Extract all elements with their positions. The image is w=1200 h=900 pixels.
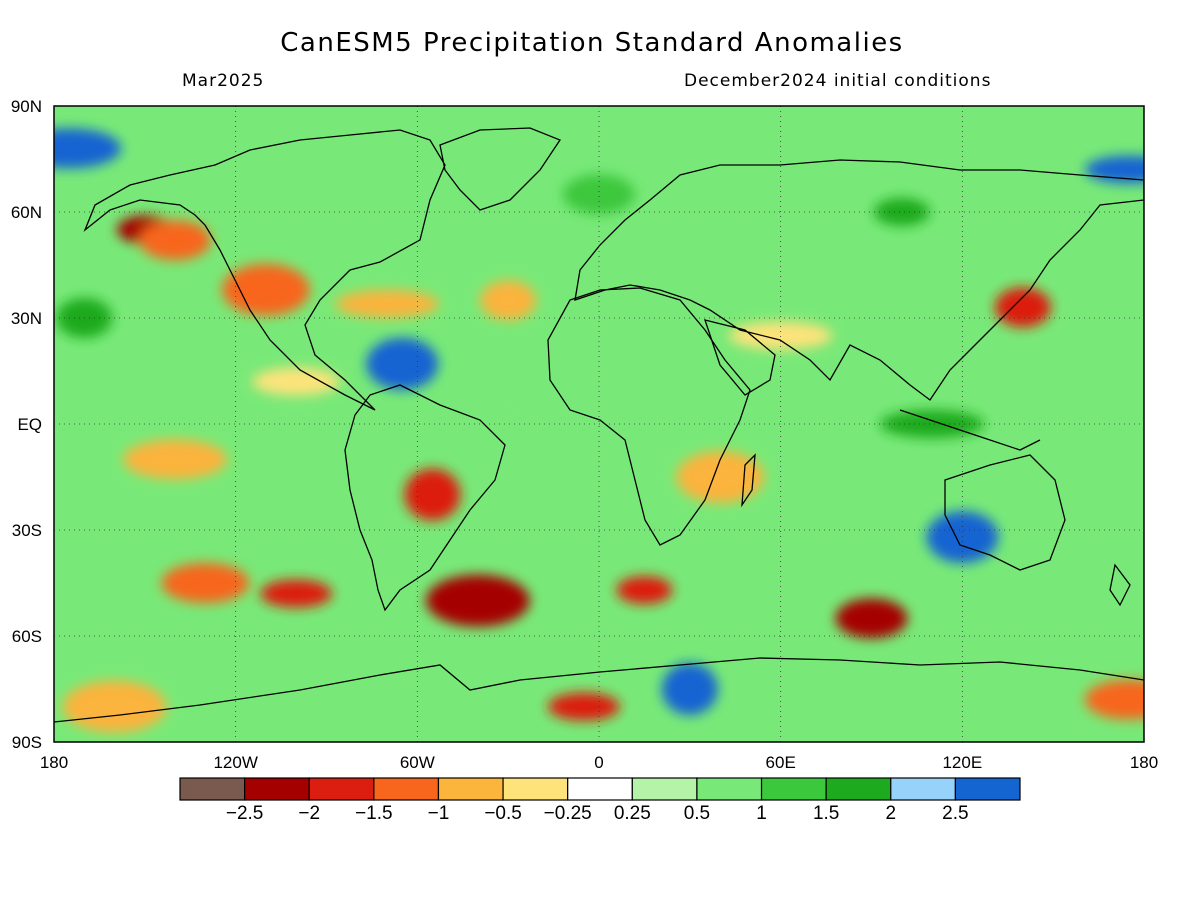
valid-month-label: Mar2025 [182, 71, 265, 91]
anomaly-region [661, 663, 718, 715]
anomaly-region [494, 380, 583, 433]
colorbar-swatch [631, 777, 698, 801]
anomaly-region [260, 579, 333, 608]
colorbar-label: −1 [428, 803, 450, 824]
colorbar-label: 0.25 [614, 803, 651, 824]
colorbar-label: −2.5 [226, 803, 264, 824]
colorbar-label: −2 [298, 803, 320, 824]
colorbar-swatch [567, 777, 633, 801]
longitude-label: 60E [766, 753, 796, 772]
colorbar-swatch [696, 777, 763, 801]
colorbar-label: −0.5 [484, 803, 522, 824]
longitude-label: 0 [594, 753, 603, 772]
colorbar-swatch [179, 777, 246, 801]
anomaly-region [139, 220, 212, 261]
colorbar [179, 777, 1021, 801]
colorbar-label: 1 [756, 803, 767, 824]
continent-outlines [54, 127, 1144, 723]
colorbar-swatch [502, 777, 569, 801]
colorbar-label: 1.5 [813, 803, 839, 824]
colorbar-label: 0.5 [684, 803, 710, 824]
colorbar-label: 2.5 [942, 803, 968, 824]
anomaly-region [616, 576, 673, 605]
init-conditions-label: December2024 initial conditions [684, 71, 992, 91]
anomaly-field [54, 128, 1144, 733]
colorbar-swatch [244, 777, 310, 801]
anomaly-region [54, 128, 122, 169]
anomaly-region [221, 263, 310, 316]
map-frame [53, 105, 1145, 743]
anomaly-region [366, 337, 439, 390]
colorbar-swatch [437, 777, 504, 801]
longitude-label: 120W [213, 753, 257, 772]
anomaly-region [676, 451, 765, 503]
colorbar-swatch [890, 777, 956, 801]
anomaly-region [547, 692, 620, 721]
anomaly-region [62, 680, 167, 733]
map-title: CanESM5 Precipitation Standard Anomalies [280, 28, 904, 58]
colorbar-label: −1.5 [355, 803, 393, 824]
anomaly-region [926, 511, 999, 564]
latitude-label: 90N [11, 97, 42, 116]
latitude-label: 30N [11, 309, 42, 328]
anomaly-region [252, 367, 341, 396]
latitude-label: EQ [17, 415, 42, 434]
anomaly-region [994, 287, 1051, 328]
latitude-label: 60N [11, 203, 42, 222]
graticule [54, 106, 1144, 742]
anomaly-region [404, 468, 461, 521]
colorbar-swatch [308, 777, 375, 801]
anomaly-region [161, 563, 250, 603]
anomaly-region [880, 410, 985, 438]
longitude-labels: 180 120W 60W 0 60E 120E 180 [40, 753, 1158, 772]
colorbar-swatch [760, 777, 827, 801]
anomaly-region [873, 198, 930, 226]
latitude-label: 30S [12, 521, 42, 540]
anomaly-region [335, 289, 440, 318]
latitude-labels: 90N 60N 30N EQ 30S 60S 90S [11, 97, 42, 752]
colorbar-swatch [373, 777, 440, 801]
colorbar-label: 2 [885, 803, 896, 824]
longitude-label: 180 [1130, 753, 1158, 772]
colorbar-swatch [825, 777, 892, 801]
longitude-label: 120E [942, 753, 982, 772]
longitude-label: 180 [40, 753, 68, 772]
colorbar-labels: −2.5 −2 −1.5 −1 −0.5 −0.25 0.25 0.5 1 1.5 2 2.5 [226, 803, 969, 824]
anomaly-region [563, 174, 635, 215]
anomaly-region [1084, 679, 1144, 720]
anomaly-region [480, 280, 537, 321]
longitude-label: 60W [400, 753, 435, 772]
latitude-label: 60S [12, 627, 42, 646]
colorbar-label: −0.25 [544, 803, 592, 824]
colorbar-swatch [954, 777, 1021, 801]
latitude-label: 90S [12, 733, 42, 752]
anomaly-region [425, 574, 530, 627]
anomaly-region [123, 439, 228, 480]
map-plot-area [54, 106, 1144, 742]
anomaly-region [835, 598, 908, 639]
anomaly-region [728, 321, 833, 350]
